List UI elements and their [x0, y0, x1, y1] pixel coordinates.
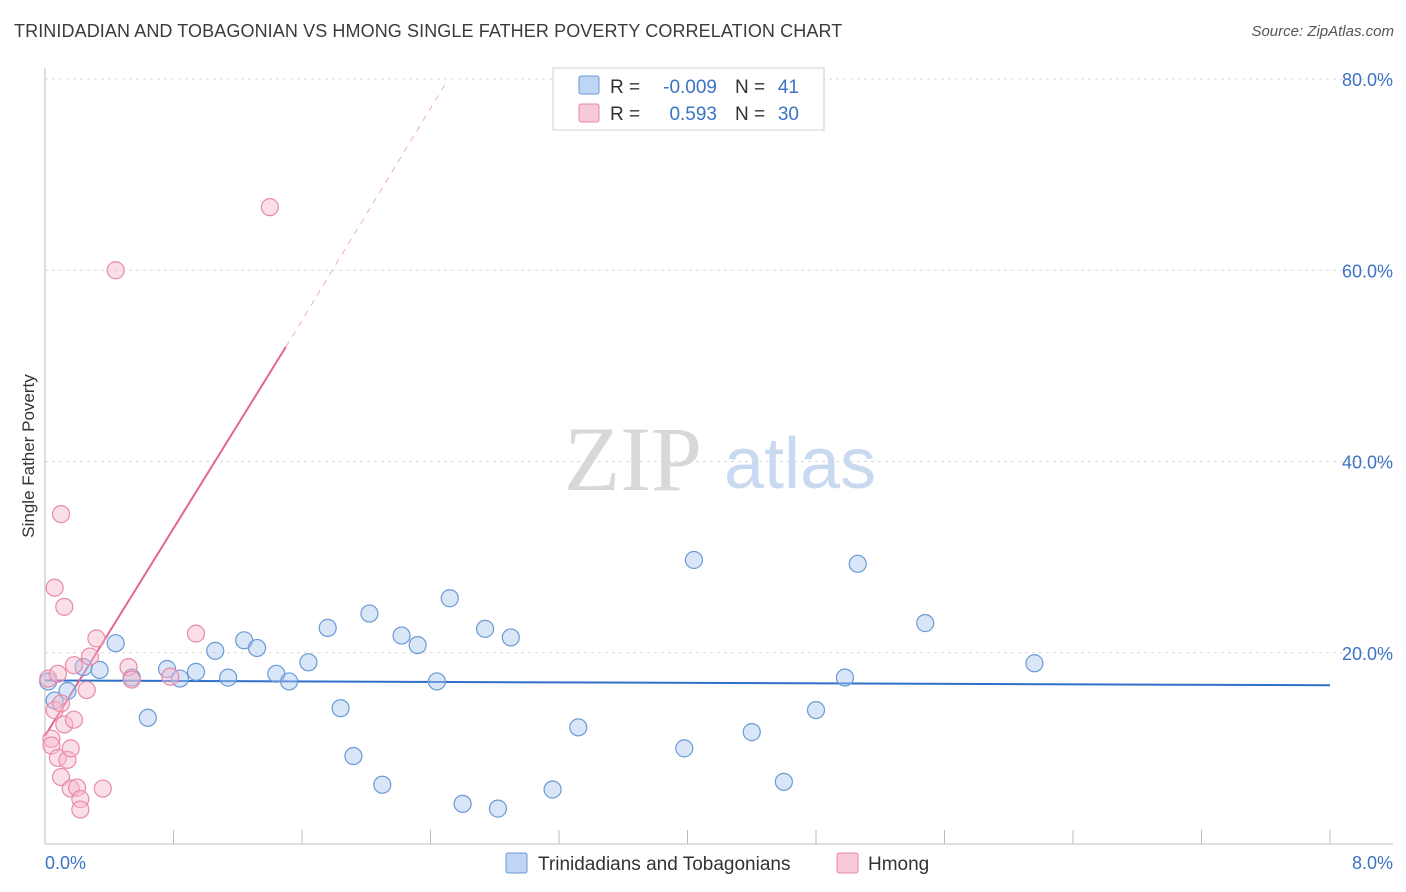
x-tick-label-min: 0.0% — [45, 853, 86, 873]
hmong-point — [77, 680, 96, 700]
hmong-point — [93, 779, 112, 798]
trinidadian-point — [344, 746, 363, 766]
trinidadian-point — [742, 723, 761, 742]
trinidadian-point — [835, 668, 855, 687]
trinidadian-point — [373, 775, 392, 794]
trinidadian-point — [916, 614, 935, 633]
watermark-atlas: atlas — [724, 424, 876, 504]
trinidadian-point — [299, 653, 318, 672]
watermark-zip: ZIP — [564, 408, 702, 510]
chart-title: TRINIDADIAN AND TOBAGONIAN VS HMONG SING… — [14, 21, 843, 41]
hmong-point — [45, 578, 64, 597]
watermark: ZIP atlas — [564, 408, 876, 510]
legend-n-label-0: N = — [735, 77, 765, 98]
legend-r-label-1: R = — [610, 104, 640, 125]
hmong-point — [80, 647, 100, 666]
trinidadian-point — [360, 604, 379, 623]
hmong-point — [87, 629, 106, 648]
hmong-point — [39, 669, 58, 688]
legend-swatch-pink — [578, 103, 600, 123]
series-legend: Trinidadians and Tobagonians Hmong — [505, 852, 929, 875]
legend-n-value-0: 41 — [778, 77, 799, 98]
hmong-point — [186, 624, 206, 643]
y-tick-label: 20.0% — [1342, 644, 1393, 664]
trinidadian-point — [675, 739, 694, 758]
hmong-point — [55, 715, 74, 734]
trinidadian-trend-line — [44, 679, 1331, 687]
trinidadian-point — [476, 619, 495, 638]
hmong-point — [58, 750, 77, 769]
y-tick-label: 40.0% — [1342, 453, 1393, 473]
trinidadian-point — [848, 554, 867, 573]
series-legend-swatch-hmong — [836, 852, 859, 874]
hmong-point — [71, 800, 90, 819]
hmong-point — [64, 656, 84, 675]
trinidadian-point — [186, 662, 206, 681]
source-label: Source: ZipAtlas.com — [1251, 23, 1394, 40]
series-legend-label-hmong: Hmong — [868, 854, 929, 875]
hmong-point — [51, 504, 71, 524]
series-legend-swatch-trinidadians — [505, 852, 528, 874]
legend-r-value-0: -0.009 — [663, 77, 717, 98]
trinidadian-point — [138, 708, 157, 727]
hmong-point — [61, 739, 80, 758]
trinidadian-point — [440, 589, 459, 608]
y-axis-label: Single Father Poverty — [19, 374, 38, 538]
trinidadian-point — [488, 799, 508, 818]
legend-n-value-1: 30 — [778, 104, 799, 125]
axes — [44, 68, 1393, 845]
series-legend-label-trinidadians: Trinidadians and Tobagonians — [538, 854, 790, 875]
hmong-point — [42, 729, 61, 748]
trinidadian-point — [90, 660, 109, 680]
trinidadian-point — [453, 794, 472, 813]
trinidadian-point — [569, 718, 588, 737]
legend-r-value-1: 0.593 — [669, 104, 717, 125]
trinidadian-point — [543, 780, 562, 799]
trinidadian-point — [408, 635, 427, 655]
trinidadian-point — [774, 772, 793, 791]
hmong-point — [122, 670, 141, 689]
trinidadian-point — [806, 701, 826, 720]
trend-lines — [44, 81, 1331, 737]
trinidadian-point — [684, 550, 704, 570]
trinidadian-point — [219, 668, 238, 687]
trinidadian-point — [331, 699, 350, 718]
trinidadian-point — [1025, 654, 1044, 673]
x-tick-label-max: 8.0% — [1352, 853, 1393, 873]
trinidadian-point — [106, 634, 125, 653]
hmong-point — [260, 198, 279, 217]
legend-r-label-0: R = — [610, 77, 640, 98]
y-tick-label: 60.0% — [1342, 261, 1393, 281]
grid-lines — [45, 78, 1393, 654]
tick-labels: 20.0% 40.0% 60.0% 80.0% 0.0% 8.0% — [45, 70, 1393, 873]
hmong-trend-line — [44, 346, 287, 737]
legend-n-label-1: N = — [735, 104, 765, 125]
hmong-point — [64, 710, 84, 729]
hmong-point — [45, 701, 64, 720]
hmong-point — [48, 664, 67, 683]
trinidadian-point — [318, 618, 337, 637]
hmong-point — [51, 694, 71, 713]
trinidadian-point — [427, 672, 447, 691]
trinidadian-point — [280, 672, 299, 691]
trinidadian-point — [247, 638, 267, 658]
correlation-legend: R = -0.009 N = 41 R = 0.593 N = 30 — [552, 67, 825, 131]
hmong-point — [71, 789, 90, 809]
trinidadian-point — [501, 628, 520, 647]
hmong-point — [68, 778, 87, 797]
hmong-trend-extension — [285, 81, 447, 348]
trinidadian-point — [206, 641, 225, 660]
y-tick-label: 80.0% — [1342, 70, 1393, 90]
hmong-point — [161, 667, 180, 686]
legend-swatch-blue — [578, 75, 600, 95]
hmong-point — [106, 261, 125, 280]
trinidadian-point — [392, 626, 411, 645]
data-points — [39, 198, 1044, 819]
hmong-point — [55, 597, 74, 616]
